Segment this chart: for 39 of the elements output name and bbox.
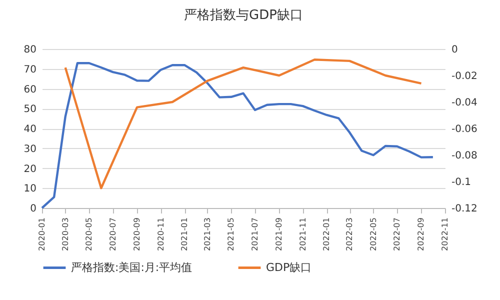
x-tick-label: 2020-11 [156, 218, 166, 251]
line-series [64, 58, 422, 190]
y2-tick-label: -0.04 [452, 98, 478, 108]
x-tick-label: 2020-07 [108, 218, 118, 251]
y-tick-label: 70 [24, 64, 36, 76]
y2-tick-label: -0.06 [452, 124, 478, 135]
x-tick-label: 2022-07 [392, 218, 402, 251]
x-tick-label: 2020-01 [38, 218, 46, 251]
y2-tick-label: -0.12 [452, 204, 478, 214]
y2-tick-label: 0 [452, 44, 458, 56]
y2-tick-label: -0.08 [452, 150, 478, 162]
x-tick-label: 2021-05 [226, 218, 236, 251]
x-tick-label: 2022-03 [345, 218, 354, 251]
x-tick-label: 2022-01 [322, 218, 332, 251]
x-tick-label: 2020-05 [84, 218, 94, 251]
y2-tick-label: -0.1 [452, 177, 472, 188]
line-series [40, 62, 434, 210]
y-tick-label: 20 [24, 164, 36, 175]
x-tick-label: 2022-09 [416, 218, 426, 251]
y-tick-label: 60 [24, 84, 36, 96]
y-tick-label: 50 [24, 104, 36, 116]
y-tick-label: 0 [30, 204, 36, 214]
x-tick-label: 2020-09 [132, 218, 142, 251]
x-tick-label: 2021-11 [298, 218, 308, 251]
x-tick-label: 2022-05 [368, 218, 378, 251]
x-tick-label: 2020-03 [60, 218, 70, 251]
y-tick-label: 80 [24, 44, 36, 56]
x-tick-label: 2021-01 [180, 218, 190, 251]
y-tick-label: 10 [24, 184, 36, 195]
y-tick-label: 30 [24, 144, 36, 155]
y2-tick-label: -0.02 [452, 71, 478, 82]
legend-label: 严格指数:美国:月:平均值 [71, 260, 192, 274]
x-tick-label: 2022-11 [440, 218, 450, 251]
legend-label: GDP缺口 [266, 260, 312, 274]
x-tick-label: 2021-07 [250, 218, 260, 251]
y-tick-label: 40 [24, 124, 36, 135]
x-tick-label: 2021-03 [202, 218, 212, 251]
chart-title: 严格指数与GDP缺口 [184, 8, 303, 23]
x-tick-label: 2021-09 [274, 218, 284, 251]
